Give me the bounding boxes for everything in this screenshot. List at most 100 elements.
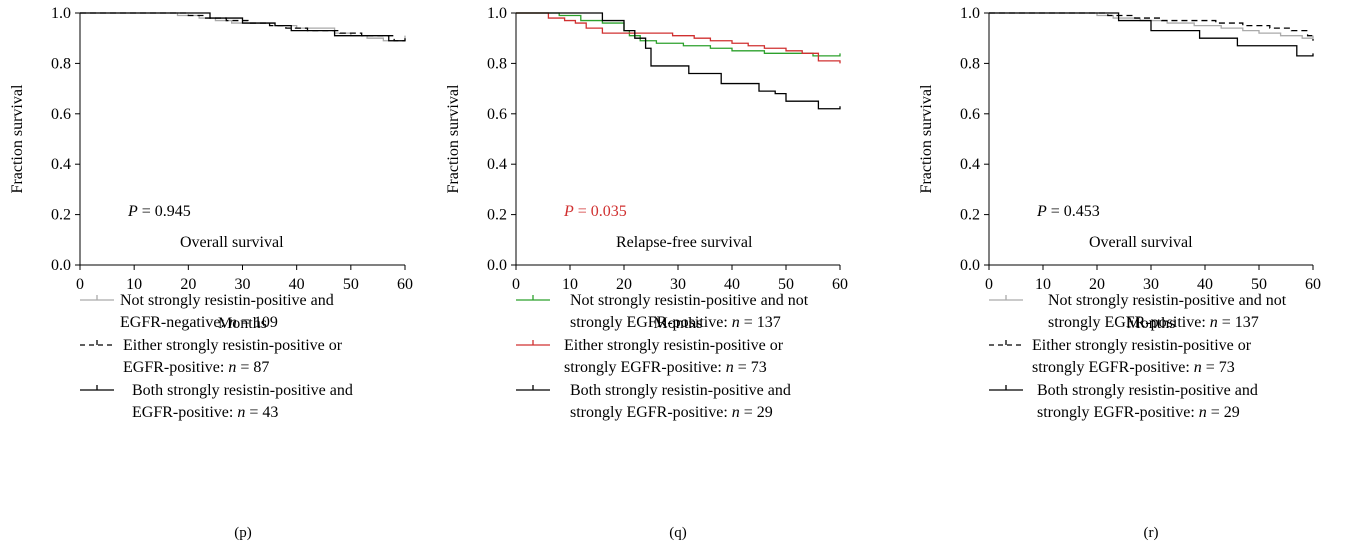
x-tick-label: 30 bbox=[670, 276, 686, 293]
legend-text: strongly EGFR-positive: bbox=[570, 314, 732, 331]
p-symbol: P bbox=[1036, 203, 1047, 220]
p-value: = 0.453 bbox=[1047, 203, 1100, 220]
legend-entry-2: Either strongly resistin-positive or EGFR… bbox=[80, 337, 343, 376]
x-tick-label: 60 bbox=[832, 276, 848, 293]
survival-type-annotation: Relapse-free survival bbox=[616, 234, 753, 251]
p-value: = 0.035 bbox=[574, 203, 627, 220]
y-tick-label: 0.6 bbox=[960, 106, 980, 123]
y-tick-label: 0.2 bbox=[960, 207, 980, 224]
chart-panel-q: 0.0 0.2 0.4 0.6 0.8 1.0 0 10 20 30 40 50 60 Months Fra… bbox=[445, 5, 848, 541]
x-tick-label: 20 bbox=[180, 276, 196, 293]
legend-n-symbol: n bbox=[1210, 314, 1218, 331]
y-tick-label: 1.0 bbox=[487, 5, 507, 22]
panel-label: (r) bbox=[1144, 525, 1159, 541]
x-tick-label: 60 bbox=[1305, 276, 1321, 293]
legend-label-line: Not strongly resistin-positive and not bbox=[570, 292, 809, 309]
survival-type-annotation: Overall survival bbox=[1089, 234, 1193, 251]
legend-label-line: strongly EGFR-positive: n = 73 bbox=[1032, 359, 1235, 376]
legend-entry-2: Either strongly resistin-positive or stro… bbox=[516, 337, 784, 376]
p-symbol: P bbox=[127, 203, 138, 220]
legend-label-line: Either strongly resistin-positive or bbox=[564, 337, 784, 354]
legend-label-line: strongly EGFR-positive: n = 137 bbox=[1048, 314, 1259, 331]
legend-n-value: = 87 bbox=[236, 359, 269, 376]
legend-text: strongly EGFR-positive: bbox=[564, 359, 726, 376]
legend-entry-1: Not strongly resistin-positive and EGFR-n… bbox=[80, 292, 334, 331]
legend-text: EGFR-positive: bbox=[132, 404, 237, 421]
legend-label-line: strongly EGFR-positive: n = 137 bbox=[570, 314, 781, 331]
x-tick-label: 40 bbox=[289, 276, 305, 293]
p-value-annotation: P = 0.453 bbox=[1036, 203, 1100, 220]
legend-entry-3: Both strongly resistin-positive and stron… bbox=[989, 382, 1258, 421]
legend-n-symbol: n bbox=[1194, 359, 1202, 376]
x-tick-label: 10 bbox=[562, 276, 578, 293]
y-axis-label: Fraction survival bbox=[445, 84, 462, 193]
legend-n-symbol: n bbox=[1199, 404, 1207, 421]
legend-entry-3: Both strongly resistin-positive and EGFR-… bbox=[80, 382, 353, 421]
y-tick-label: 0.8 bbox=[51, 55, 71, 72]
legend-n-value: = 43 bbox=[245, 404, 278, 421]
legend-label-line: Not strongly resistin-positive and bbox=[120, 292, 334, 309]
legend-text: strongly EGFR-positive: bbox=[1048, 314, 1210, 331]
legend-n-symbol: n bbox=[237, 404, 245, 421]
survival-curve-series-2 bbox=[989, 12, 1314, 41]
legend-n-value: = 73 bbox=[1202, 359, 1235, 376]
y-tick-label: 1.0 bbox=[960, 5, 980, 22]
survival-curve-series-2 bbox=[516, 12, 841, 64]
survival-curve-series-3 bbox=[989, 12, 1314, 57]
x-tick-label: 20 bbox=[616, 276, 632, 293]
legend-label-line: Both strongly resistin-positive and bbox=[132, 382, 353, 399]
legend-n-symbol: n bbox=[726, 359, 734, 376]
legend-n-value: = 29 bbox=[1207, 404, 1240, 421]
p-value-annotation: P = 0.945 bbox=[127, 203, 191, 220]
y-tick-label: 1.0 bbox=[51, 5, 71, 22]
legend-text: strongly EGFR-positive: bbox=[1032, 359, 1194, 376]
x-axis-label: Months bbox=[654, 315, 703, 332]
y-tick-label: 0.2 bbox=[51, 207, 71, 224]
legend-n-value: = 137 bbox=[1218, 314, 1259, 331]
legend-label-line: strongly EGFR-positive: n = 29 bbox=[1037, 404, 1240, 421]
y-axis-label: Fraction survival bbox=[918, 84, 935, 193]
legend-label-line: Both strongly resistin-positive and bbox=[570, 382, 791, 399]
x-tick-label: 40 bbox=[1197, 276, 1213, 293]
survival-curve-series-1 bbox=[80, 12, 406, 42]
y-tick-label: 0.0 bbox=[960, 257, 980, 274]
y-tick-label: 0.4 bbox=[51, 156, 71, 173]
panel-label: (q) bbox=[669, 525, 687, 541]
legend-entry-1: Not strongly resistin-positive and not st… bbox=[516, 292, 809, 331]
y-tick-label: 0.6 bbox=[487, 106, 507, 123]
survival-curve-series-2 bbox=[80, 12, 406, 42]
survival-curve-series-3 bbox=[80, 12, 405, 42]
y-tick-label: 0.0 bbox=[487, 257, 507, 274]
x-tick-label: 50 bbox=[1251, 276, 1267, 293]
legend-text: EGFR-positive: bbox=[123, 359, 228, 376]
legend-label-line: strongly EGFR-positive: n = 29 bbox=[570, 404, 773, 421]
x-tick-label: 0 bbox=[512, 276, 520, 293]
x-tick-label: 50 bbox=[343, 276, 359, 293]
legend-label-line: Either strongly resistin-positive or bbox=[123, 337, 343, 354]
legend-label-line: EGFR-positive: n = 43 bbox=[132, 404, 278, 421]
legend-entry-3: Both strongly resistin-positive and stron… bbox=[516, 382, 791, 421]
y-axis-label: Fraction survival bbox=[9, 84, 26, 193]
x-tick-label: 30 bbox=[235, 276, 251, 293]
x-tick-label: 10 bbox=[126, 276, 142, 293]
y-tick-label: 0.0 bbox=[51, 257, 71, 274]
chart-panel-p: 0.0 0.2 0.4 0.6 0.8 1.0 0 10 20 30 40 50 60 Months Fra… bbox=[9, 5, 413, 541]
y-tick-label: 0.2 bbox=[487, 207, 507, 224]
x-axis-label: Months bbox=[218, 315, 267, 332]
p-symbol: P bbox=[563, 203, 574, 220]
legend-n-value: = 137 bbox=[740, 314, 781, 331]
x-tick-label: 20 bbox=[1089, 276, 1105, 293]
x-tick-label: 0 bbox=[985, 276, 993, 293]
legend-label-line: strongly EGFR-positive: n = 73 bbox=[564, 359, 767, 376]
y-tick-label: 0.8 bbox=[487, 55, 507, 72]
legend-label-line: EGFR-positive: n = 87 bbox=[123, 359, 269, 376]
legend-n-symbol: n bbox=[228, 359, 236, 376]
legend-label-line: Either strongly resistin-positive or bbox=[1032, 337, 1252, 354]
legend-label-line: EGFR-negative: n = 109 bbox=[120, 314, 278, 331]
legend-label-line: Both strongly resistin-positive and bbox=[1037, 382, 1258, 399]
p-value: = 0.945 bbox=[138, 203, 191, 220]
legend-n-value: = 109 bbox=[237, 314, 278, 331]
y-tick-label: 0.6 bbox=[51, 106, 71, 123]
survival-type-annotation: Overall survival bbox=[180, 234, 284, 251]
